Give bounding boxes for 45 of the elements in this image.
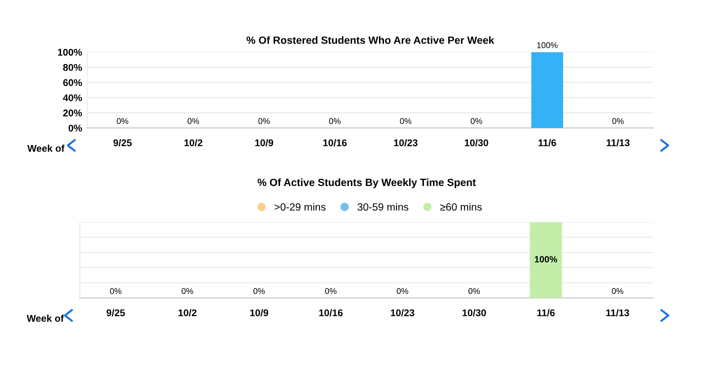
x-tick-label: 10/23 (394, 139, 418, 146)
chart-title: % Of Rostered Students Who Are Active Per Week (246, 36, 494, 44)
data-label: 0% (612, 288, 624, 294)
x-tick-label: 10/9 (250, 309, 268, 316)
x-axis-title: Week of (26, 314, 64, 322)
data-label: 0% (116, 118, 128, 124)
data-label: 0% (400, 118, 412, 124)
x-tick-label: 10/2 (178, 309, 196, 316)
legend-label: 30-59 mins (358, 203, 408, 211)
x-tick-label: 9/25 (106, 309, 125, 316)
x-tick-label: 10/16 (319, 309, 343, 316)
data-label: 0% (468, 288, 480, 294)
y-tick-label: 20% (63, 110, 82, 116)
data-label: 0% (612, 118, 624, 124)
x-tick-label: 10/9 (255, 139, 274, 146)
legend-label: >0-29 mins (274, 203, 326, 211)
y-tick-label: 80% (63, 64, 82, 71)
chart-title: % Of Active Students By Weekly Time Spent (258, 178, 476, 188)
data-label: 0% (258, 118, 270, 124)
data-label: 0% (325, 288, 337, 294)
data-label: 0% (182, 288, 194, 294)
legend-label: ≥60 mins (440, 203, 482, 211)
data-label: 0% (253, 288, 265, 294)
data-label: 100% (534, 256, 558, 262)
x-tick-label: 10/16 (323, 139, 347, 146)
x-tick-label: 11/13 (606, 309, 630, 316)
data-label: 0% (329, 118, 341, 124)
y-tick-label: 60% (63, 79, 82, 86)
data-label: 0% (470, 118, 482, 124)
y-tick-label: 0% (68, 124, 82, 132)
x-tick-label: 10/2 (184, 139, 202, 146)
y-tick-label: 100% (58, 48, 82, 56)
x-tick-label: 11/6 (537, 309, 555, 316)
x-tick-label: 11/6 (538, 139, 556, 146)
y-tick-label: 40% (62, 94, 82, 102)
x-tick-label: 10/30 (462, 309, 486, 316)
x-tick-label: 9/25 (113, 139, 132, 146)
x-axis-title: Week of (27, 144, 64, 152)
x-tick-label: 10/23 (390, 309, 414, 316)
data-label: 100% (537, 42, 558, 48)
data-label: 0% (110, 288, 122, 294)
x-tick-label: 10/30 (464, 139, 488, 146)
data-label: 0% (188, 118, 200, 124)
data-label: 0% (396, 288, 408, 294)
x-tick-label: 11/13 (606, 139, 630, 146)
